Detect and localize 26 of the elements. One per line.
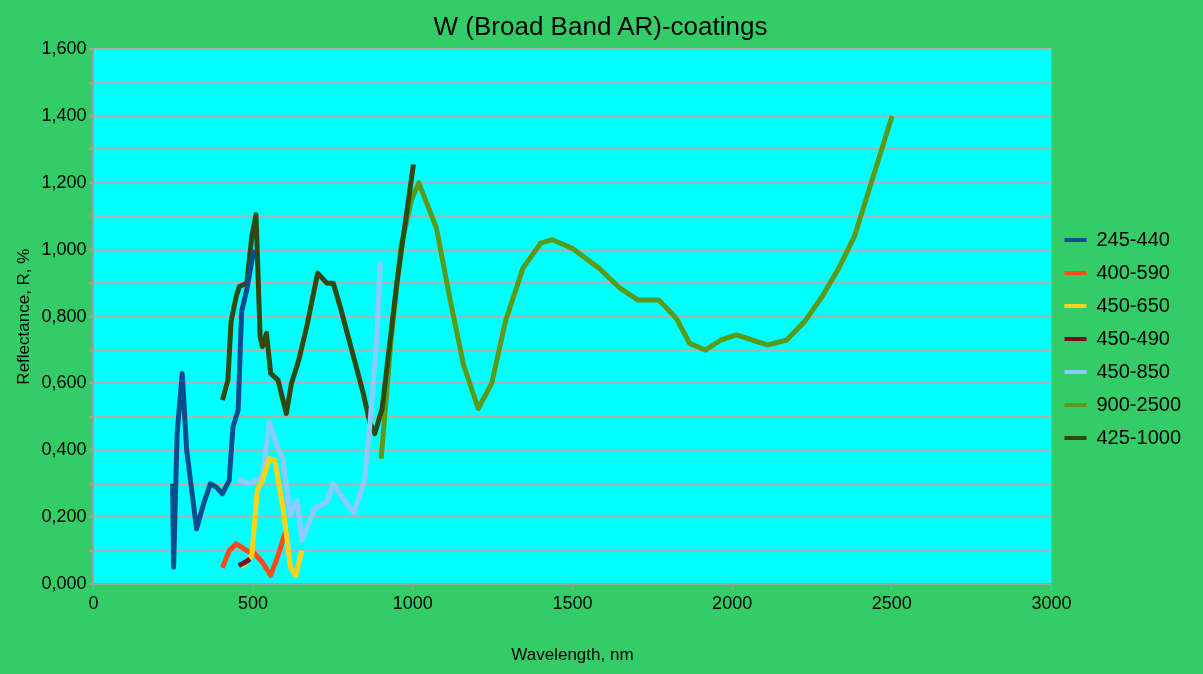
x-tick-label: 3000 xyxy=(1031,592,1072,613)
legend-label: 900-2500 xyxy=(1096,392,1182,415)
y-tick-label: 0,400 xyxy=(41,439,87,460)
y-tick-label: 1,200 xyxy=(41,171,87,192)
x-tick-label: 1000 xyxy=(392,592,433,613)
y-tick-label: 0,800 xyxy=(41,305,87,326)
x-tick-label: 2500 xyxy=(871,592,912,613)
legend-label: 450-850 xyxy=(1096,359,1170,382)
y-tick-label: 0,200 xyxy=(41,506,87,527)
legend-label: 450-490 xyxy=(1096,326,1170,349)
y-tick-label: 1,400 xyxy=(41,105,87,126)
x-tick-label: 1500 xyxy=(552,592,593,613)
y-axis-title: Reflectance, R, % xyxy=(13,248,33,385)
y-tick-label: 0,600 xyxy=(41,372,87,393)
y-tick-label: 1,000 xyxy=(41,238,87,259)
legend-label: 425-1000 xyxy=(1096,425,1182,448)
x-tick-label: 0 xyxy=(88,592,99,613)
x-tick-label: 2000 xyxy=(712,592,753,613)
y-tick-label: 0,000 xyxy=(41,572,87,593)
legend-label: 450-650 xyxy=(1096,293,1170,316)
x-tick-label: 500 xyxy=(238,592,269,613)
legend-label: 245-440 xyxy=(1096,227,1170,250)
y-tick-label: 1,600 xyxy=(41,38,87,59)
x-axis-title: Wavelength, nm xyxy=(511,645,634,665)
chart-title: W (Broad Band AR)-coatings xyxy=(433,10,768,41)
legend-label: 400-590 xyxy=(1096,260,1170,283)
